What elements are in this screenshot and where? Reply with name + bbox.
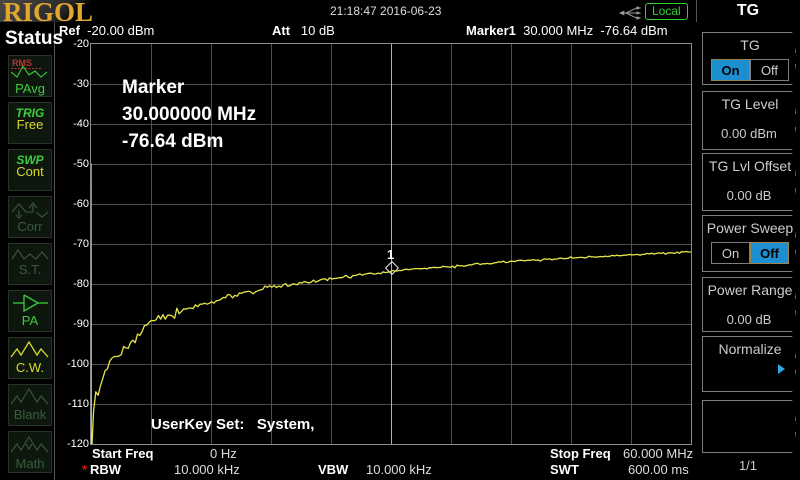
svg-text:RMS: RMS (12, 58, 32, 68)
